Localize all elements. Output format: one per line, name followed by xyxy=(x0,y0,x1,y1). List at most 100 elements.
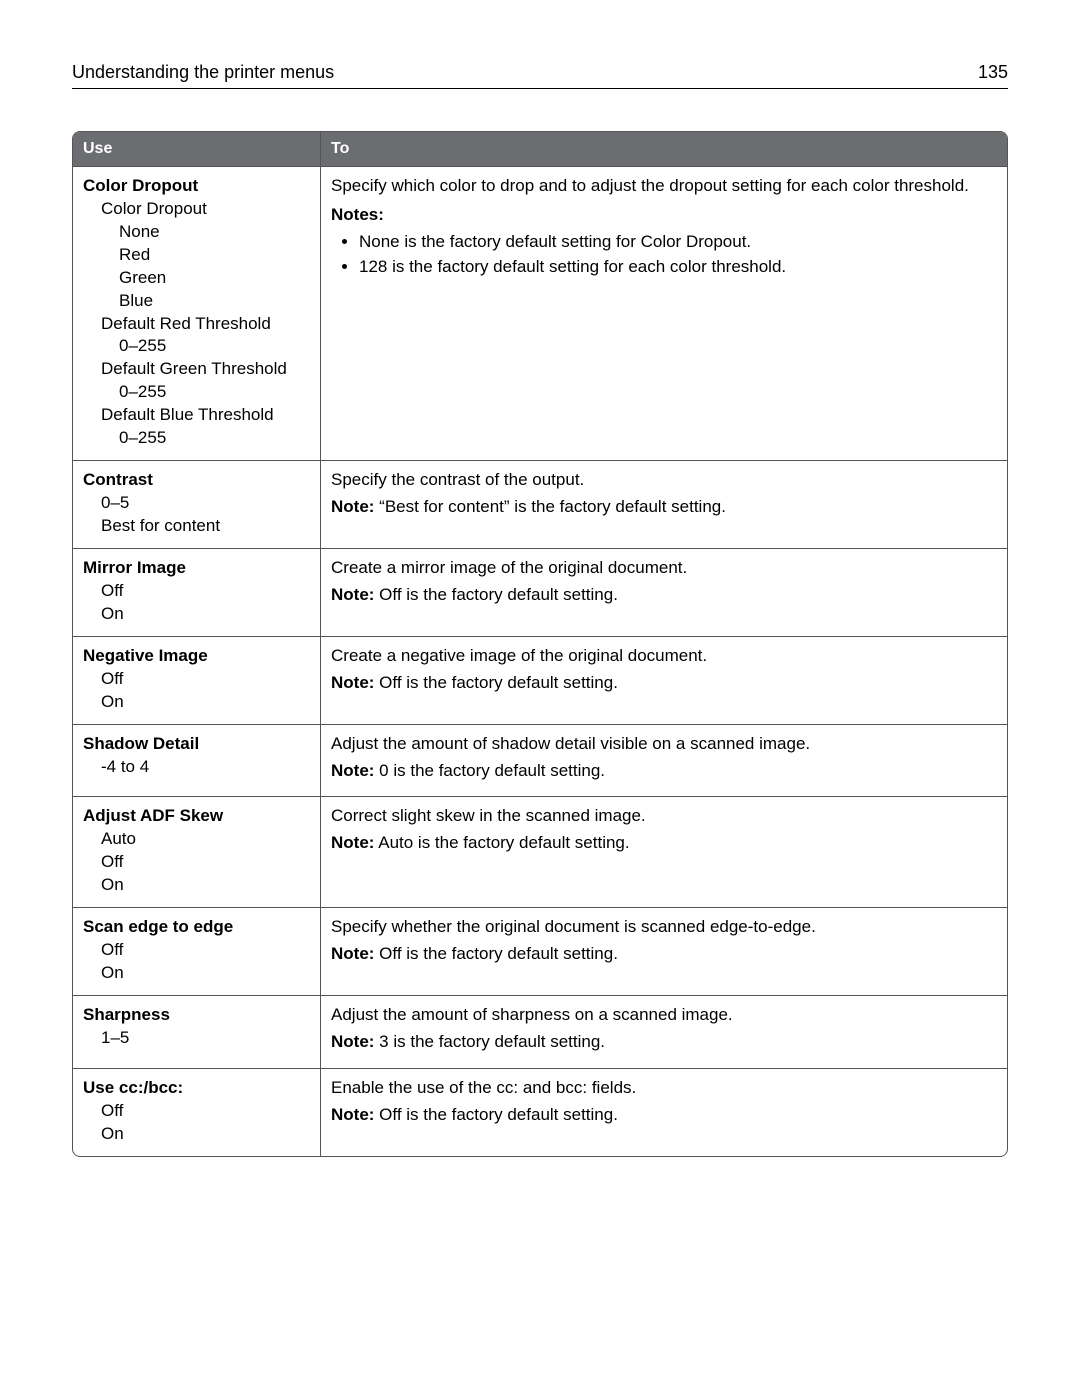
option-value: On xyxy=(83,962,310,985)
option-value: Green xyxy=(83,267,310,290)
table-row: Scan edge to edgeOffOn Specify whether th… xyxy=(73,908,1007,996)
notes-label: Notes: xyxy=(331,204,997,227)
note-label: Note: xyxy=(331,673,374,692)
option-title: Contrast xyxy=(83,469,310,492)
option-title: Use cc:/bcc: xyxy=(83,1077,310,1100)
description-text: Enable the use of the cc: and bcc: field… xyxy=(331,1077,997,1100)
note-text: 0 is the factory default setting. xyxy=(374,761,605,780)
option-value: 1–5 xyxy=(83,1027,310,1050)
note-line: Note: Off is the factory default setting… xyxy=(331,943,997,966)
page-number: 135 xyxy=(978,60,1008,84)
running-title: Understanding the printer menus xyxy=(72,60,334,84)
note-label: Note: xyxy=(331,833,374,852)
note-line: Note: Off is the factory default setting… xyxy=(331,584,997,607)
note-text: Off is the factory default setting. xyxy=(374,585,617,604)
use-cell: Scan edge to edgeOffOn xyxy=(73,908,321,996)
table-row: Mirror ImageOffOn Create a mirror image o… xyxy=(73,549,1007,637)
option-value: Auto xyxy=(83,828,310,851)
option-value: On xyxy=(83,603,310,626)
table-row: Use cc:/bcc:OffOn Enable the use of the c… xyxy=(73,1069,1007,1156)
option-value: 0–255 xyxy=(83,427,310,450)
option-value: Best for content xyxy=(83,515,310,538)
note-line: Note: Off is the factory default setting… xyxy=(331,672,997,695)
description-text: Correct slight skew in the scanned image… xyxy=(331,805,997,828)
note-label: Note: xyxy=(331,497,374,516)
option-value: Default Blue Threshold xyxy=(83,404,310,427)
table-row: Sharpness1–5 Adjust the amount of sharpne… xyxy=(73,996,1007,1069)
note-line: Note: Off is the factory default setting… xyxy=(331,1104,997,1127)
col-header-to: To xyxy=(321,132,1007,167)
col-header-use: Use xyxy=(73,132,321,167)
description-text: Create a mirror image of the original do… xyxy=(331,557,997,580)
option-value: Off xyxy=(83,668,310,691)
use-cell: Contrast0–5Best for content xyxy=(73,461,321,549)
description-text: Specify which color to drop and to adjus… xyxy=(331,175,997,198)
note-label: Note: xyxy=(331,1032,374,1051)
note-label: Note: xyxy=(331,585,374,604)
page: Understanding the printer menus 135 Use … xyxy=(0,0,1080,1217)
option-title: Mirror Image xyxy=(83,557,310,580)
option-value: 0–255 xyxy=(83,335,310,358)
description-text: Adjust the amount of shadow detail visib… xyxy=(331,733,997,756)
table-row: Negative ImageOffOn Create a negative ima… xyxy=(73,637,1007,725)
option-value: Off xyxy=(83,851,310,874)
use-cell: Mirror ImageOffOn xyxy=(73,549,321,637)
notes-list-item: 128 is the factory default setting for e… xyxy=(359,256,997,279)
note-line: Note: Auto is the factory default settin… xyxy=(331,832,997,855)
use-cell: Adjust ADF SkewAutoOffOn xyxy=(73,797,321,908)
running-header: Understanding the printer menus 135 xyxy=(72,60,1008,89)
to-cell: Specify whether the original document is… xyxy=(321,908,1007,996)
use-cell: Color DropoutColor DropoutNoneRedGreenBl… xyxy=(73,167,321,461)
option-value: On xyxy=(83,874,310,897)
to-cell: Create a mirror image of the original do… xyxy=(321,549,1007,637)
option-value: Red xyxy=(83,244,310,267)
use-cell: Negative ImageOffOn xyxy=(73,637,321,725)
option-value: 0–255 xyxy=(83,381,310,404)
note-line: Note: “Best for content” is the factory … xyxy=(331,496,997,519)
option-value: 0–5 xyxy=(83,492,310,515)
table-row: Color DropoutColor DropoutNoneRedGreenBl… xyxy=(73,167,1007,461)
notes-list: None is the factory default setting for … xyxy=(331,231,997,279)
option-title: Color Dropout xyxy=(83,175,310,198)
option-value: Off xyxy=(83,580,310,603)
use-cell: Sharpness1–5 xyxy=(73,996,321,1069)
option-value: None xyxy=(83,221,310,244)
to-cell: Create a negative image of the original … xyxy=(321,637,1007,725)
to-cell: Enable the use of the cc: and bcc: field… xyxy=(321,1069,1007,1156)
option-value: Default Red Threshold xyxy=(83,313,310,336)
note-label: Note: xyxy=(331,1105,374,1124)
to-cell: Specify which color to drop and to adjus… xyxy=(321,167,1007,461)
to-cell: Specify the contrast of the output. Note:… xyxy=(321,461,1007,549)
option-title: Sharpness xyxy=(83,1004,310,1027)
to-cell: Adjust the amount of sharpness on a scan… xyxy=(321,996,1007,1069)
note-text: Off is the factory default setting. xyxy=(374,673,617,692)
to-cell: Correct slight skew in the scanned image… xyxy=(321,797,1007,908)
option-value: ‑4 to 4 xyxy=(83,756,310,779)
note-text: Off is the factory default setting. xyxy=(374,1105,617,1124)
option-title: Shadow Detail xyxy=(83,733,310,756)
option-title: Adjust ADF Skew xyxy=(83,805,310,828)
table-row: Adjust ADF SkewAutoOffOn Correct slight s… xyxy=(73,797,1007,908)
use-cell: Use cc:/bcc:OffOn xyxy=(73,1069,321,1156)
description-text: Specify the contrast of the output. xyxy=(331,469,997,492)
note-label: Note: xyxy=(331,761,374,780)
description-text: Create a negative image of the original … xyxy=(331,645,997,668)
notes-list-item: None is the factory default setting for … xyxy=(359,231,997,254)
use-cell: Shadow Detail‑4 to 4 xyxy=(73,725,321,798)
table-header-row: Use To xyxy=(73,132,1007,167)
table-row: Shadow Detail‑4 to 4 Adjust the amount of… xyxy=(73,725,1007,798)
note-text: “Best for content” is the factory defaul… xyxy=(374,497,726,516)
option-title: Scan edge to edge xyxy=(83,916,310,939)
note-label: Note: xyxy=(331,944,374,963)
note-text: 3 is the factory default setting. xyxy=(374,1032,605,1051)
note-text: Auto is the factory default setting. xyxy=(374,833,629,852)
note-text: Off is the factory default setting. xyxy=(374,944,617,963)
option-value: Default Green Threshold xyxy=(83,358,310,381)
description-text: Adjust the amount of sharpness on a scan… xyxy=(331,1004,997,1027)
description-text: Specify whether the original document is… xyxy=(331,916,997,939)
to-cell: Adjust the amount of shadow detail visib… xyxy=(321,725,1007,798)
note-line: Note: 0 is the factory default setting. xyxy=(331,760,997,783)
option-value: Off xyxy=(83,939,310,962)
note-line: Note: 3 is the factory default setting. xyxy=(331,1031,997,1054)
option-title: Negative Image xyxy=(83,645,310,668)
